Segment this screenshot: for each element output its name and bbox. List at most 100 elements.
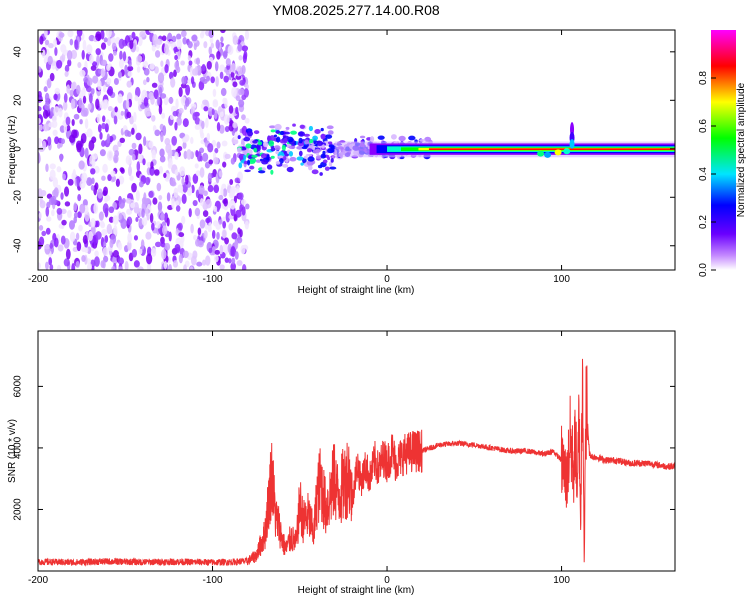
signal-scatter bbox=[308, 125, 314, 132]
noise-blob bbox=[224, 237, 229, 245]
noise-blob bbox=[90, 168, 96, 175]
noise-blob bbox=[244, 220, 249, 230]
noise-blob bbox=[143, 68, 150, 76]
peak-feature bbox=[569, 139, 575, 149]
noise-blob bbox=[79, 203, 86, 214]
noise-blob bbox=[193, 42, 197, 51]
noise-blob bbox=[39, 196, 43, 205]
noise-blob bbox=[202, 78, 208, 85]
noise-blob bbox=[110, 170, 116, 177]
noise-blob bbox=[237, 43, 243, 52]
noise-blob bbox=[212, 88, 217, 98]
noise-blob bbox=[69, 38, 74, 46]
noise-blob bbox=[220, 187, 224, 198]
signal-scatter bbox=[260, 153, 268, 159]
noise-blob bbox=[158, 194, 163, 201]
signal-scatter bbox=[244, 169, 251, 173]
noise-blob bbox=[48, 122, 55, 128]
signal-scatter bbox=[257, 170, 266, 174]
signal-scatter bbox=[249, 158, 257, 163]
noise-blob bbox=[151, 115, 156, 122]
noise-blob bbox=[99, 101, 105, 110]
noise-blob bbox=[85, 85, 92, 93]
noise-blob bbox=[127, 65, 134, 72]
noise-blob bbox=[171, 198, 175, 209]
noise-blob bbox=[89, 54, 94, 64]
noise-blob bbox=[58, 107, 63, 118]
noise-blob bbox=[70, 98, 76, 110]
noise-blob bbox=[157, 72, 165, 84]
noise-blob bbox=[44, 30, 48, 38]
signal-scatter bbox=[274, 123, 282, 131]
noise-blob bbox=[231, 62, 236, 73]
noise-blob bbox=[129, 175, 134, 182]
noise-blob bbox=[232, 81, 238, 88]
noise-blob bbox=[106, 88, 113, 95]
signal-scatter bbox=[419, 138, 426, 142]
snr-x-tick-label: 0 bbox=[384, 575, 390, 586]
signal-scatter bbox=[288, 145, 296, 150]
noise-blob bbox=[198, 185, 205, 195]
noise-blob bbox=[194, 124, 201, 130]
noise-blob bbox=[235, 95, 241, 102]
noise-blob bbox=[216, 204, 220, 213]
noise-blob bbox=[108, 216, 114, 223]
noise-blob bbox=[203, 230, 208, 239]
noise-blob bbox=[47, 136, 52, 146]
noise-blob bbox=[225, 211, 231, 223]
noise-blob bbox=[95, 231, 102, 240]
noise-blob bbox=[174, 54, 178, 61]
noise-blob bbox=[106, 64, 111, 71]
noise-blob bbox=[90, 65, 97, 72]
noise-blob bbox=[178, 107, 184, 114]
noise-blob bbox=[135, 216, 139, 223]
noise-blob bbox=[142, 79, 147, 86]
noise-blob bbox=[65, 116, 71, 126]
noise-blob bbox=[156, 182, 162, 192]
noise-blob bbox=[180, 30, 187, 38]
signal-scatter bbox=[257, 141, 263, 146]
noise-blob bbox=[136, 66, 141, 73]
noise-blob bbox=[235, 185, 240, 194]
noise-blob bbox=[224, 126, 230, 133]
noise-blob bbox=[100, 68, 106, 78]
noise-blob bbox=[153, 169, 160, 176]
spectrogram-x-tick-label: -100 bbox=[203, 274, 223, 285]
spectrogram-x-tick-label: -200 bbox=[28, 274, 48, 285]
signal-scatter bbox=[282, 164, 289, 168]
noise-blob bbox=[127, 71, 133, 77]
noise-blob bbox=[234, 239, 239, 250]
noise-blob bbox=[38, 124, 43, 131]
noise-blob bbox=[76, 175, 80, 187]
noise-blob bbox=[237, 227, 241, 234]
noise-blob bbox=[145, 140, 150, 148]
noise-blob bbox=[50, 195, 57, 205]
signal-scatter bbox=[269, 125, 276, 129]
signal-scatter bbox=[328, 144, 335, 148]
noise-blob bbox=[65, 248, 71, 260]
noise-blob bbox=[67, 59, 72, 67]
noise-blob bbox=[97, 188, 103, 199]
noise-blob bbox=[131, 248, 138, 258]
noise-blob bbox=[230, 157, 236, 165]
noise-blob bbox=[151, 44, 156, 52]
noise-blob bbox=[83, 76, 89, 83]
noise-blob bbox=[75, 261, 80, 268]
noise-blob bbox=[121, 198, 126, 204]
noise-blob bbox=[82, 234, 88, 245]
noise-blob bbox=[115, 178, 120, 188]
noise-blob bbox=[76, 241, 82, 252]
noise-blob bbox=[45, 206, 50, 217]
noise-blob bbox=[178, 253, 183, 264]
noise-blob bbox=[107, 105, 113, 112]
signal-scatter bbox=[261, 159, 269, 165]
noise-blob bbox=[118, 266, 123, 270]
noise-blob bbox=[206, 75, 211, 82]
signal-scatter bbox=[330, 157, 334, 163]
noise-blob bbox=[95, 98, 100, 110]
noise-blob bbox=[149, 165, 155, 176]
noise-blob bbox=[235, 106, 239, 115]
noise-blob bbox=[114, 150, 120, 158]
signal-scatter bbox=[308, 144, 316, 149]
noise-blob bbox=[86, 128, 93, 138]
